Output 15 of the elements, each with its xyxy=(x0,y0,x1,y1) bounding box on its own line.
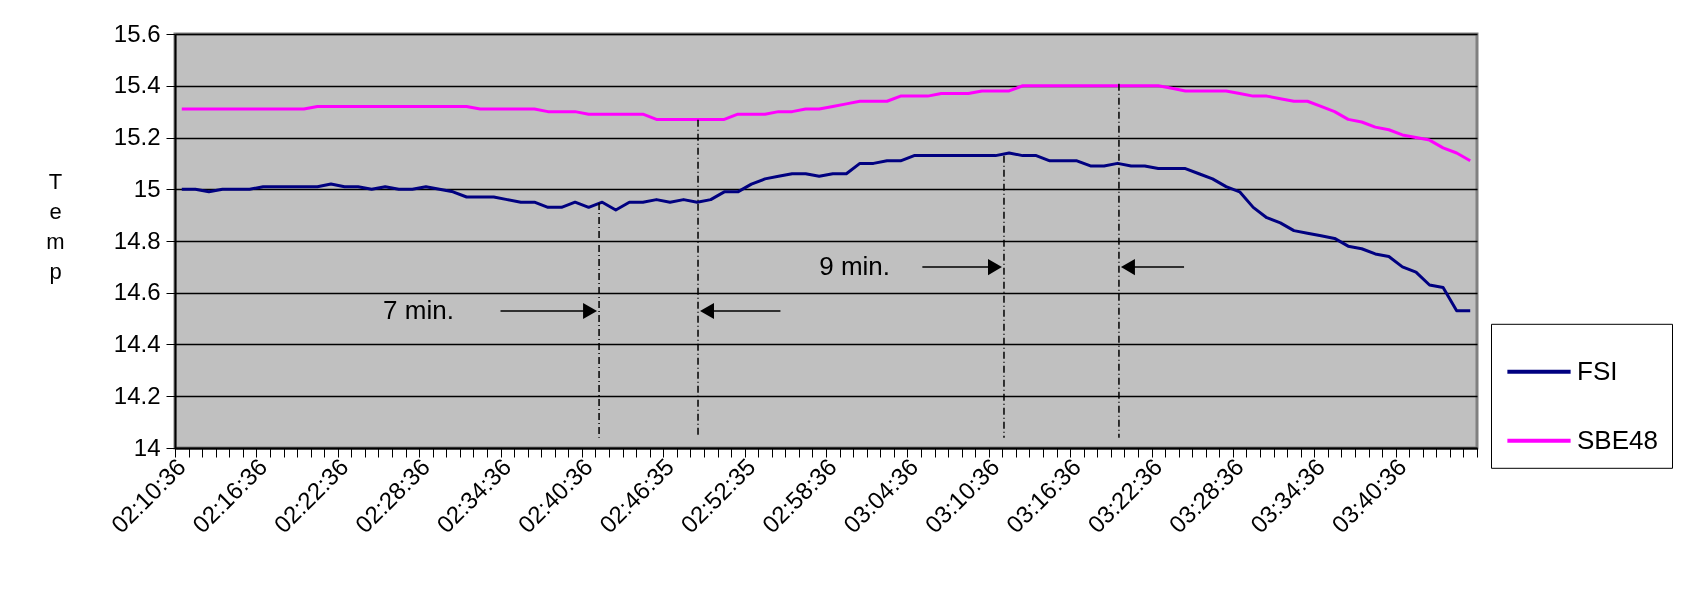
y-tick-label: 15.4 xyxy=(113,71,161,99)
annotation: 7 min. xyxy=(383,294,454,325)
y-axis-title: Temp xyxy=(46,168,65,284)
y-tick-label: 15 xyxy=(133,174,161,202)
y-tick-label: 15.6 xyxy=(113,19,161,47)
legend-label: SBE48 xyxy=(1577,424,1658,455)
annotation: 9 min. xyxy=(819,251,891,282)
y-tick-label: 14.4 xyxy=(113,330,161,357)
line-series xyxy=(180,84,1472,163)
y-tick-label: 14.6 xyxy=(113,278,161,306)
y-tick-label: 14.8 xyxy=(113,226,161,254)
y-tick-label: 15.2 xyxy=(113,123,161,150)
legend-label: FSI xyxy=(1577,355,1618,386)
y-tick-label: 14.2 xyxy=(113,381,161,409)
y-tick-label: 14 xyxy=(133,433,161,461)
